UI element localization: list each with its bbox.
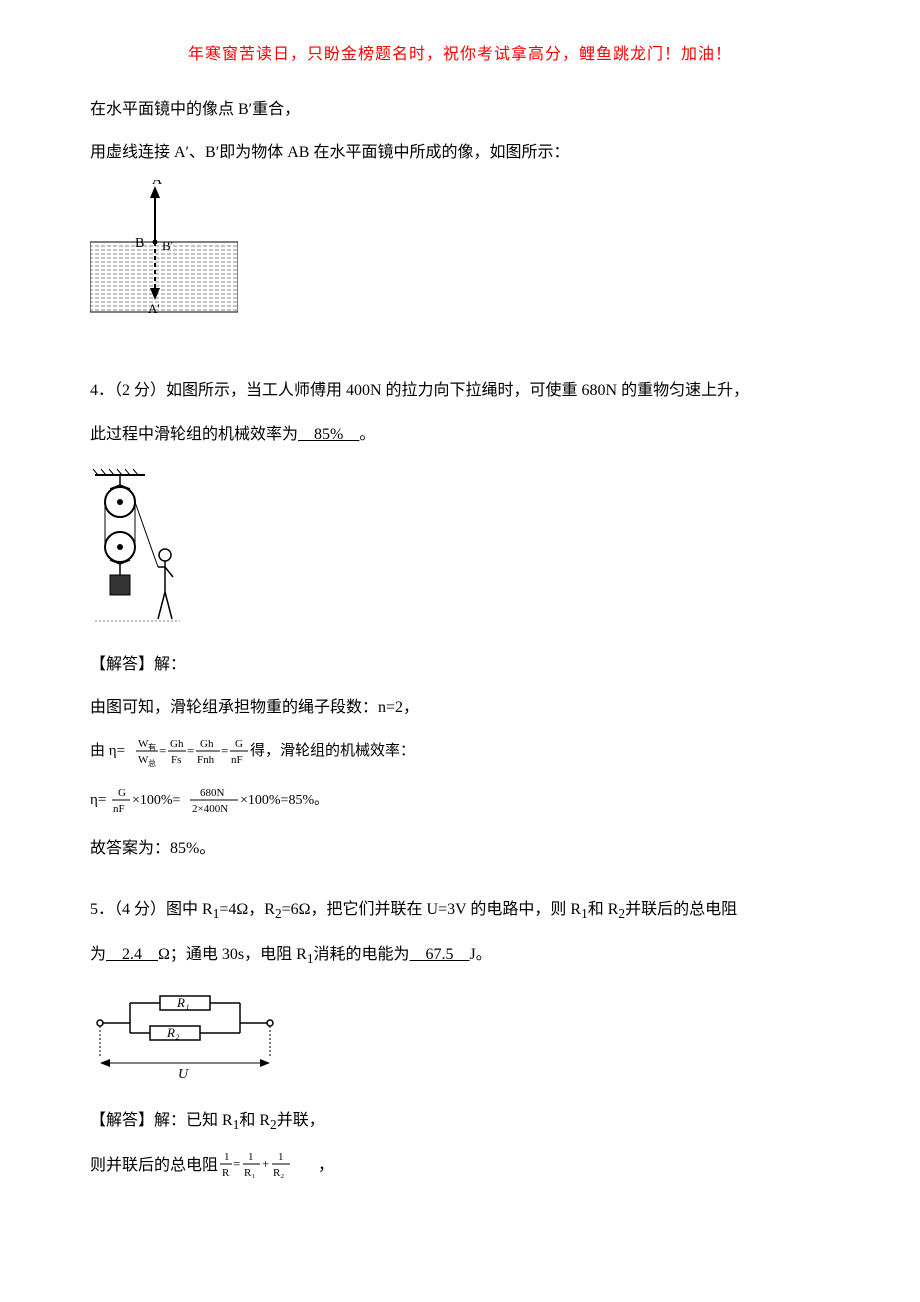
- svg-text:由 η=: 由 η=: [90, 742, 125, 759]
- svg-text:1: 1: [224, 1151, 230, 1163]
- svg-text:η=: η=: [90, 792, 106, 808]
- cq2-post: J。: [470, 946, 492, 963]
- pulley-figure: [90, 467, 830, 632]
- svg-text:nF: nF: [113, 803, 125, 815]
- circuit-figure: R₁ R₂ U: [90, 988, 830, 1088]
- circuit-question-line1: 5．（4 分）图中 R 1 =4Ω，R2=6Ω，把它们并联在 U=3V 的电路中，则…: [90, 892, 830, 929]
- svg-text:R: R: [222, 1167, 230, 1179]
- label-A-prime: A': [148, 301, 160, 316]
- cs1-pre: 则并联后的总电阻: [90, 1148, 218, 1183]
- svg-text:nF: nF: [231, 754, 243, 766]
- page-header-motto: 年寒窗苦读日，只盼金榜题名时，祝你考试拿高分，鲤鱼跳龙门！加油！: [90, 40, 830, 64]
- label-B: B: [135, 236, 144, 251]
- pulley-q2-post: 。: [359, 426, 375, 443]
- cs-sub2: 2: [270, 1118, 277, 1133]
- svg-text:+: +: [262, 1156, 269, 1171]
- svg-text:Fnh: Fnh: [197, 754, 215, 766]
- label-U: U: [178, 1067, 189, 1082]
- pulley-solution-line1: 由图可知，滑轮组承担物重的绳子段数：n=2，: [90, 690, 830, 725]
- mirror-line-2: 用虚线连接 A′、B′即为物体 AB 在水平面镜中所成的像，如图所示：: [90, 135, 830, 170]
- cq-post: 并联后的总电阻: [625, 901, 737, 918]
- svg-text:得，滑轮组的机械效率：: 得，滑轮组的机械效率：: [250, 742, 415, 759]
- pulley-answer: 85%: [298, 426, 359, 443]
- mirror-figure: A B B' A': [90, 180, 830, 325]
- pulley-question-line1: 4．（2 分）如图所示，当工人师傅用 400N 的拉力向下拉绳时，可使重 680…: [90, 373, 830, 408]
- svg-text:680N: 680N: [200, 787, 225, 799]
- circuit-solution-line1: 则并联后的总电阻 1 R = 1 R₁ + 1 R₂ ，: [90, 1148, 830, 1183]
- svg-text:Gh: Gh: [200, 738, 214, 750]
- svg-text:=: =: [221, 743, 228, 758]
- cs-pre: 【解答】解：已知 R: [90, 1112, 233, 1129]
- cq-mid1: =4Ω，R: [219, 901, 275, 918]
- pulley-q2-pre: 此过程中滑轮组的机械效率为: [90, 426, 298, 443]
- svg-text:G: G: [118, 787, 126, 799]
- mirror-diagram-svg: A B B' A': [90, 180, 238, 320]
- label-R2: R₂: [166, 1025, 180, 1040]
- pulley-question-line2: 此过程中滑轮组的机械效率为 85% 。: [90, 417, 830, 452]
- cs1-post: ，: [318, 1148, 334, 1183]
- circuit-question-line2: 为 2.4 Ω；通电 30s，电阻 R1消耗的电能为 67.5 J。: [90, 937, 830, 974]
- cq2-mid2: 消耗的电能为: [314, 946, 410, 963]
- pulley-diagram-svg: [90, 467, 185, 627]
- label-A: A: [152, 180, 163, 188]
- pulley-solution-label: 【解答】解：: [90, 647, 830, 682]
- pulley-solution-answer: 故答案为：85%。: [90, 831, 830, 866]
- cq2-mid: Ω；通电 30s，电阻 R: [158, 946, 307, 963]
- svg-text:=: =: [187, 743, 194, 758]
- circuit-answer1: 2.4: [106, 946, 158, 963]
- svg-text:Fs: Fs: [171, 754, 181, 766]
- svg-text:R₁: R₁: [244, 1167, 255, 1179]
- cs-post: 并联，: [277, 1112, 325, 1129]
- circuit-answer2: 67.5: [410, 946, 470, 963]
- label-R1: R₁: [176, 995, 189, 1010]
- svg-text:×100%=: ×100%=: [132, 793, 181, 808]
- cs-mid: 和 R: [239, 1112, 270, 1129]
- mirror-line-1: 在水平面镜中的像点 B′重合，: [90, 92, 830, 127]
- cq-mid2: =6Ω，把它们并联在 U=3V 的电路中，则 R: [282, 901, 581, 918]
- svg-text:×100%=85%。: ×100%=85%。: [240, 793, 328, 808]
- svg-text:Gh: Gh: [170, 738, 184, 750]
- svg-text:G: G: [235, 738, 243, 750]
- circuit-diagram-svg: R₁ R₂ U: [90, 988, 280, 1083]
- pulley-formula-1: 由 η= W有 W总 = Gh Fs = Gh Fnh = G nF 得，滑轮组…: [90, 733, 830, 774]
- cq2-sub1: 1: [307, 951, 314, 966]
- cq-mid3: 和 R: [588, 901, 619, 918]
- svg-text:1: 1: [278, 1151, 284, 1163]
- svg-text:=: =: [159, 743, 166, 758]
- svg-text:总: 总: [148, 758, 156, 768]
- cq2-pre: 为: [90, 946, 106, 963]
- cq-pre: 5．（4 分）图中 R: [90, 901, 213, 918]
- circuit-solution-label: 【解答】解：已知 R1和 R2并联，: [90, 1103, 830, 1140]
- label-B-prime: B': [162, 238, 173, 253]
- svg-text:R₂: R₂: [273, 1167, 284, 1179]
- svg-text:1: 1: [248, 1151, 254, 1163]
- svg-text:=: =: [233, 1156, 240, 1171]
- cq-sub2: 2: [275, 907, 282, 922]
- cq-sub1b: 1: [581, 907, 588, 922]
- svg-text:2×400N: 2×400N: [192, 803, 228, 815]
- pulley-formula-2: η= G nF ×100%= 680N 2×400N ×100%=85%。: [90, 782, 830, 823]
